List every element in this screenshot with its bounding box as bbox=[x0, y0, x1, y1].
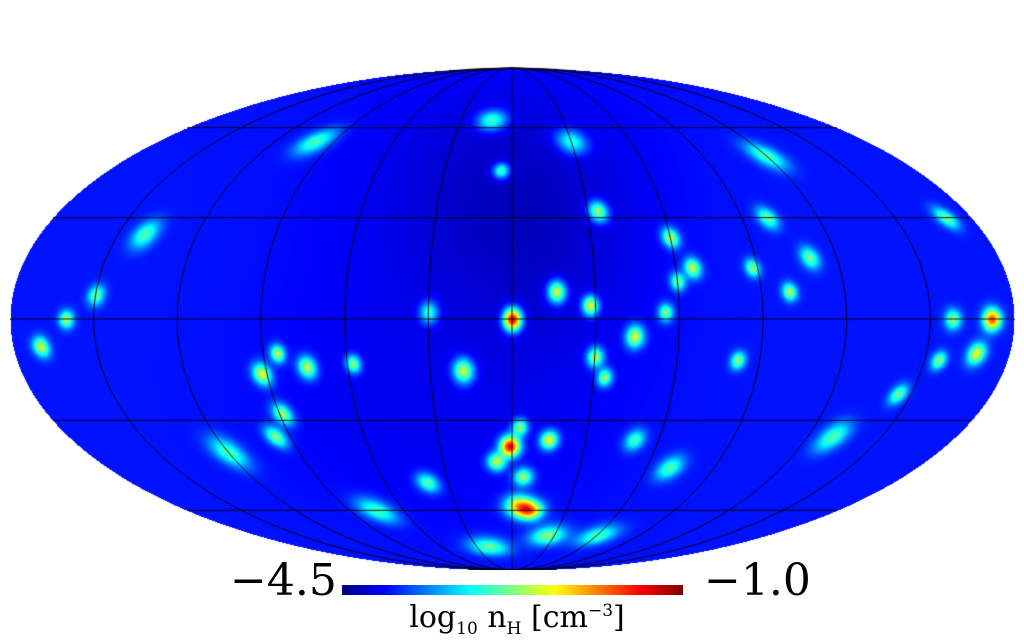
colorbar-title-unit-close: ] bbox=[613, 600, 625, 635]
colorbar-title-var-sub: H bbox=[506, 619, 522, 639]
colorbar bbox=[342, 585, 683, 595]
colorbar-title-var: n bbox=[487, 600, 507, 635]
colorbar-title-log: log bbox=[409, 600, 457, 635]
colorbar-title-log-base: 10 bbox=[456, 619, 478, 639]
colorbar-max-label: −1.0 bbox=[704, 555, 811, 606]
colorbar-title-unit-exp: −3 bbox=[587, 601, 614, 621]
mollweide-density-map bbox=[0, 0, 1024, 570]
colorbar-title: log10 nH [cm−3] bbox=[372, 598, 662, 638]
colorbar-min-label: −4.5 bbox=[230, 555, 337, 606]
colorbar-title-unit: [cm bbox=[531, 600, 588, 635]
